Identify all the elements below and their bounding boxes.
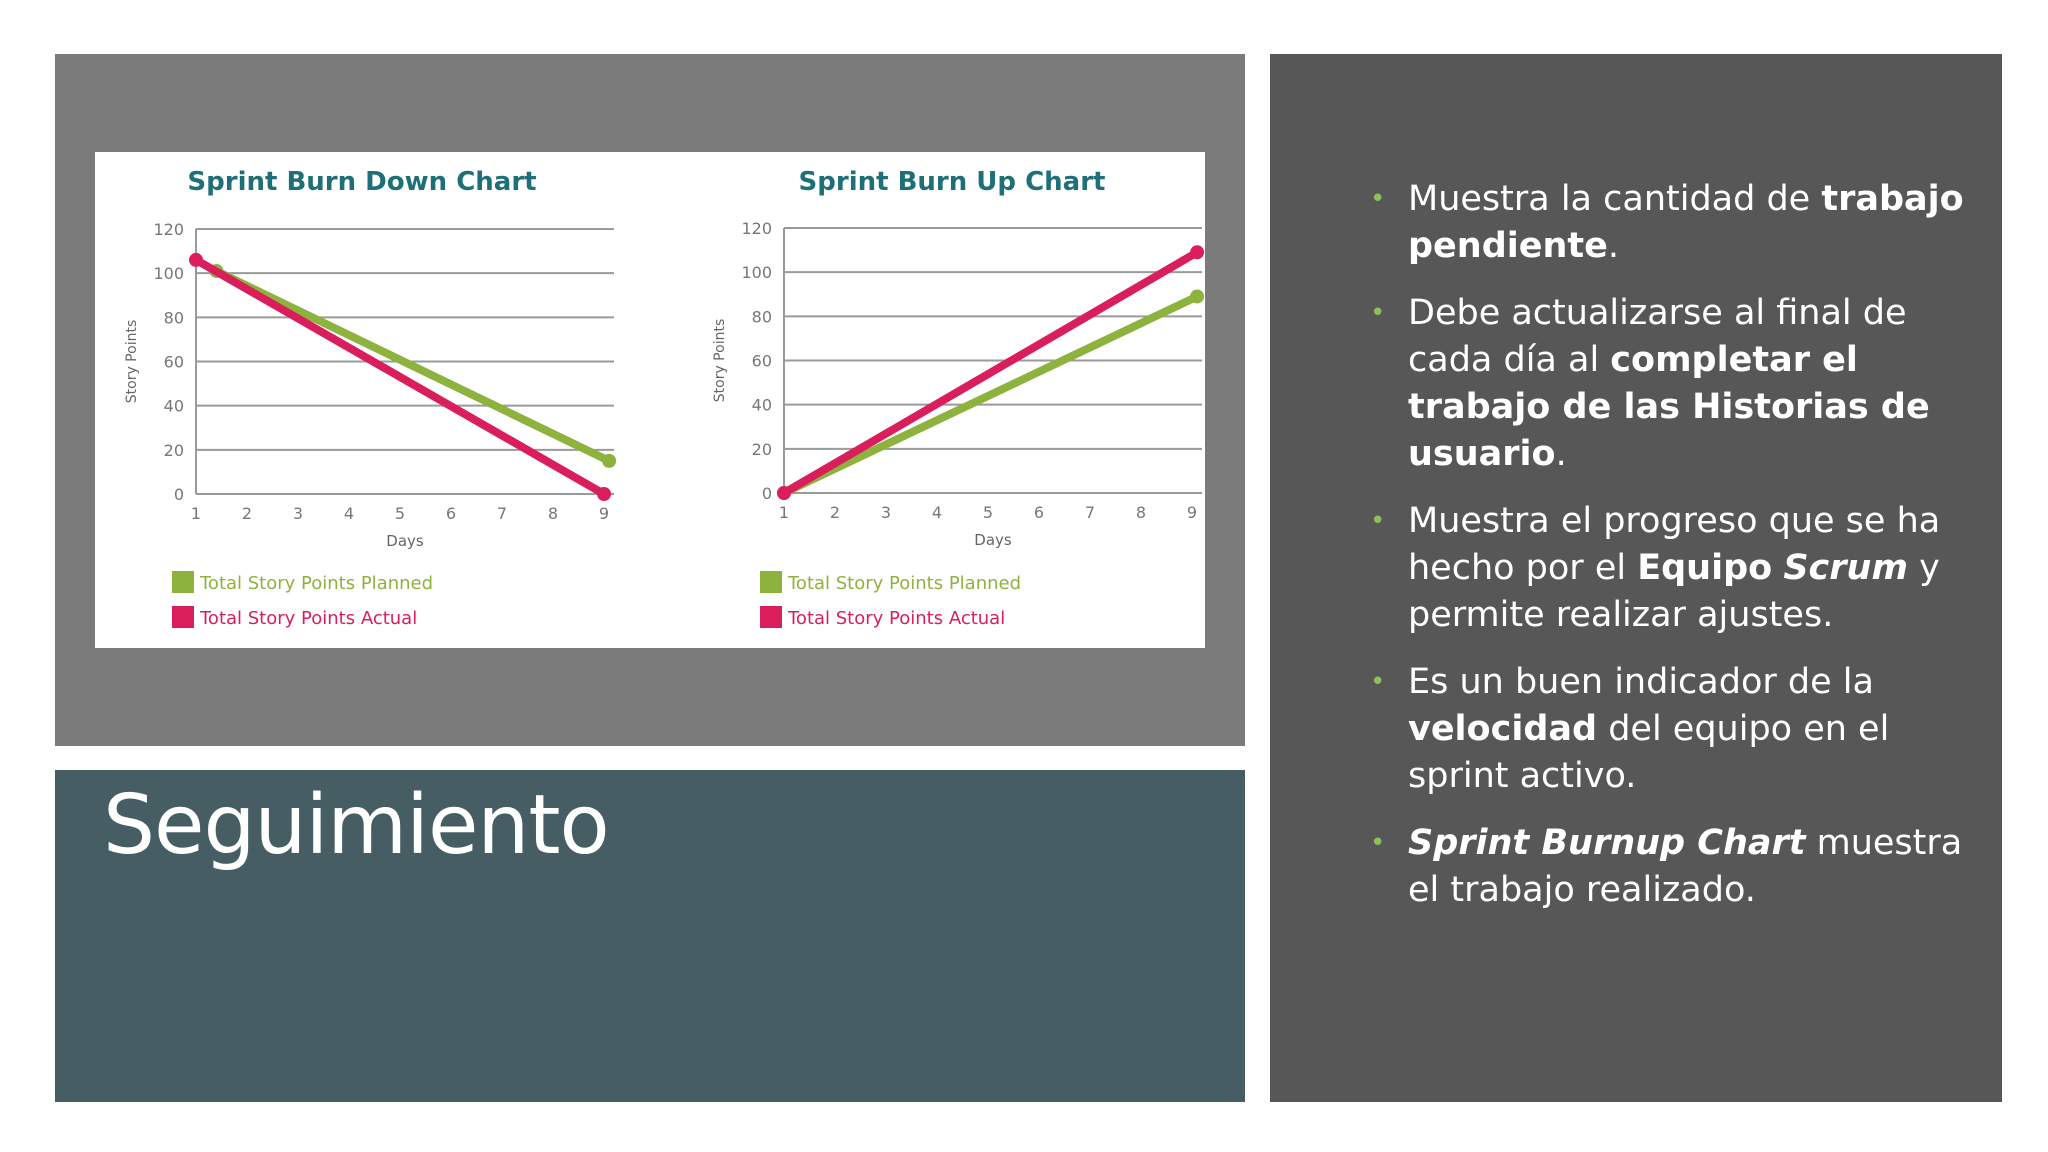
chart1-y-tick-label: 0 — [174, 485, 184, 504]
chart2-x-tick-label: 4 — [932, 503, 942, 522]
chart1-x-tick-label: 3 — [293, 504, 303, 523]
chart1-data-point — [189, 252, 203, 267]
chart2-x-tick-label: 6 — [1034, 503, 1044, 522]
chart1-x-axis-label: Days — [386, 532, 424, 550]
chart1-x-tick-label: 7 — [497, 504, 507, 523]
chart1-x-tick-label: 4 — [344, 504, 354, 523]
bullet-text: . — [1607, 226, 1620, 266]
bullet-text: Muestra la cantidad de — [1408, 179, 1822, 219]
chart2-y-tick-label: 120 — [741, 219, 772, 238]
chart1-y-tick-label: 20 — [164, 441, 184, 460]
bullet-text: Equipo — [1637, 548, 1773, 588]
chart1-legend-swatch — [172, 606, 194, 628]
bullet-dot-icon: • — [1370, 506, 1386, 536]
bullet-text: Scrum — [1783, 548, 1908, 588]
bullet-text: completar el trabajo de las Historias de… — [1408, 340, 1930, 474]
chart1-legend-swatch — [172, 571, 194, 593]
chart2-data-point — [1190, 245, 1205, 260]
chart2-x-tick-label: 5 — [983, 503, 993, 522]
chart1-y-tick-label: 80 — [164, 308, 184, 327]
bullet-text: velocidad — [1408, 709, 1598, 749]
bullet-velocidad: • Es un buen indicador de la velocidad de… — [1370, 659, 1970, 800]
chart1-x-tick-label: 5 — [395, 504, 405, 523]
bullet-text: del equipo en el sprint activo. — [1408, 709, 1890, 796]
chart2-legend-swatch — [760, 571, 782, 593]
bullet-dot-icon: • — [1370, 667, 1386, 697]
slide-title: Seguimiento — [103, 778, 610, 873]
bullets-panel — [1270, 54, 2002, 1102]
chart1-data-point — [602, 453, 617, 468]
bullet-text: y permite realizar ajustes. — [1408, 548, 1940, 635]
chart2-y-tick-label: 40 — [752, 396, 772, 415]
chart2-data-point — [1190, 289, 1205, 304]
chart1-series-line — [192, 255, 608, 498]
bullet-dot-icon: • — [1370, 184, 1386, 214]
chart1-legend-label: Total Story Points Actual — [199, 608, 417, 629]
bullet-text: Sprint Burnup Chart — [1408, 823, 1806, 863]
chart2-x-tick-label: 9 — [1187, 503, 1197, 522]
bullet-actualizar: • Debe actualizarse al final de cada día … — [1370, 290, 1970, 478]
chart2-x-tick-label: 2 — [830, 503, 840, 522]
chart1-x-tick-label: 9 — [599, 504, 609, 523]
chart1-x-tick-label: 1 — [191, 504, 201, 523]
chart1-title: Sprint Burn Down Chart — [187, 167, 536, 197]
bullet-list: • Muestra la cantidad de trabajo pendient… — [1370, 176, 1970, 934]
chart2-legend-label: Total Story Points Planned — [787, 573, 1021, 594]
chart1-legend-label: Total Story Points Planned — [199, 573, 433, 594]
bullet-text: muestra el trabajo realizado. — [1408, 823, 1963, 910]
chart2-y-tick-label: 80 — [752, 307, 772, 326]
bullet-text: Es un buen indicador de la — [1408, 662, 1874, 702]
chart2-y-axis-label: Story Points — [712, 319, 728, 403]
chart-card: Sprint Burn Down Chart 0 20 40 60 80 100 120 1 2 3… — [95, 152, 1205, 648]
chart2-series-line — [780, 248, 1202, 497]
bullet-text: . — [1555, 434, 1567, 474]
chart1-x-tick-label: 8 — [548, 504, 558, 523]
chart2-x-tick-label: 3 — [881, 503, 891, 522]
chart2-legend-label: Total Story Points Actual — [787, 608, 1005, 629]
chart2-y-tick-label: 0 — [762, 484, 772, 503]
chart1-data-point — [597, 487, 611, 501]
bullet-burnup: • Sprint Burnup Chart muestra el trabajo … — [1370, 820, 1970, 914]
bullet-text: trabajo pendiente — [1408, 179, 1964, 266]
bullet-dot-icon: • — [1370, 298, 1386, 328]
chart2-x-tick-label: 1 — [779, 503, 789, 522]
chart2-x-tick-label: 7 — [1085, 503, 1095, 522]
bullet-trabajo-pendiente: • Muestra la cantidad de trabajo pendient… — [1370, 176, 1970, 270]
chart2-y-tick-label: 100 — [741, 263, 772, 282]
chart1-y-tick-label: 40 — [164, 397, 184, 416]
chart1-y-tick-label: 100 — [153, 264, 184, 283]
bullet-progreso: • Muestra el progreso que se ha hecho por… — [1370, 498, 1970, 639]
chart2-y-tick-label: 60 — [752, 352, 772, 371]
bullet-text: Debe actualizarse al final de cada día a… — [1408, 293, 1907, 380]
chart1-y-tick-label: 60 — [164, 353, 184, 372]
chart2-x-axis-label: Days — [974, 531, 1012, 549]
chart1-x-tick-label: 6 — [446, 504, 456, 523]
chart2-series-line — [780, 292, 1202, 497]
chart2-title: Sprint Burn Up Chart — [799, 167, 1106, 197]
chart2-x-tick-label: 8 — [1136, 503, 1146, 522]
bullet-text — [1772, 548, 1783, 588]
chart2-y-tick-label: 20 — [752, 440, 772, 459]
chart1-x-tick-label: 2 — [242, 504, 252, 523]
title-panel — [55, 770, 1245, 1102]
bullet-text: Muestra el progreso que se ha hecho por … — [1408, 501, 1941, 588]
chart1-series-line — [212, 267, 614, 465]
chart2-data-point — [777, 486, 791, 500]
chart2-legend-swatch — [760, 606, 782, 628]
chart1-y-axis-label: Story Points — [124, 320, 140, 404]
chart1-y-tick-label: 120 — [153, 220, 184, 239]
bullet-dot-icon: • — [1370, 828, 1386, 858]
